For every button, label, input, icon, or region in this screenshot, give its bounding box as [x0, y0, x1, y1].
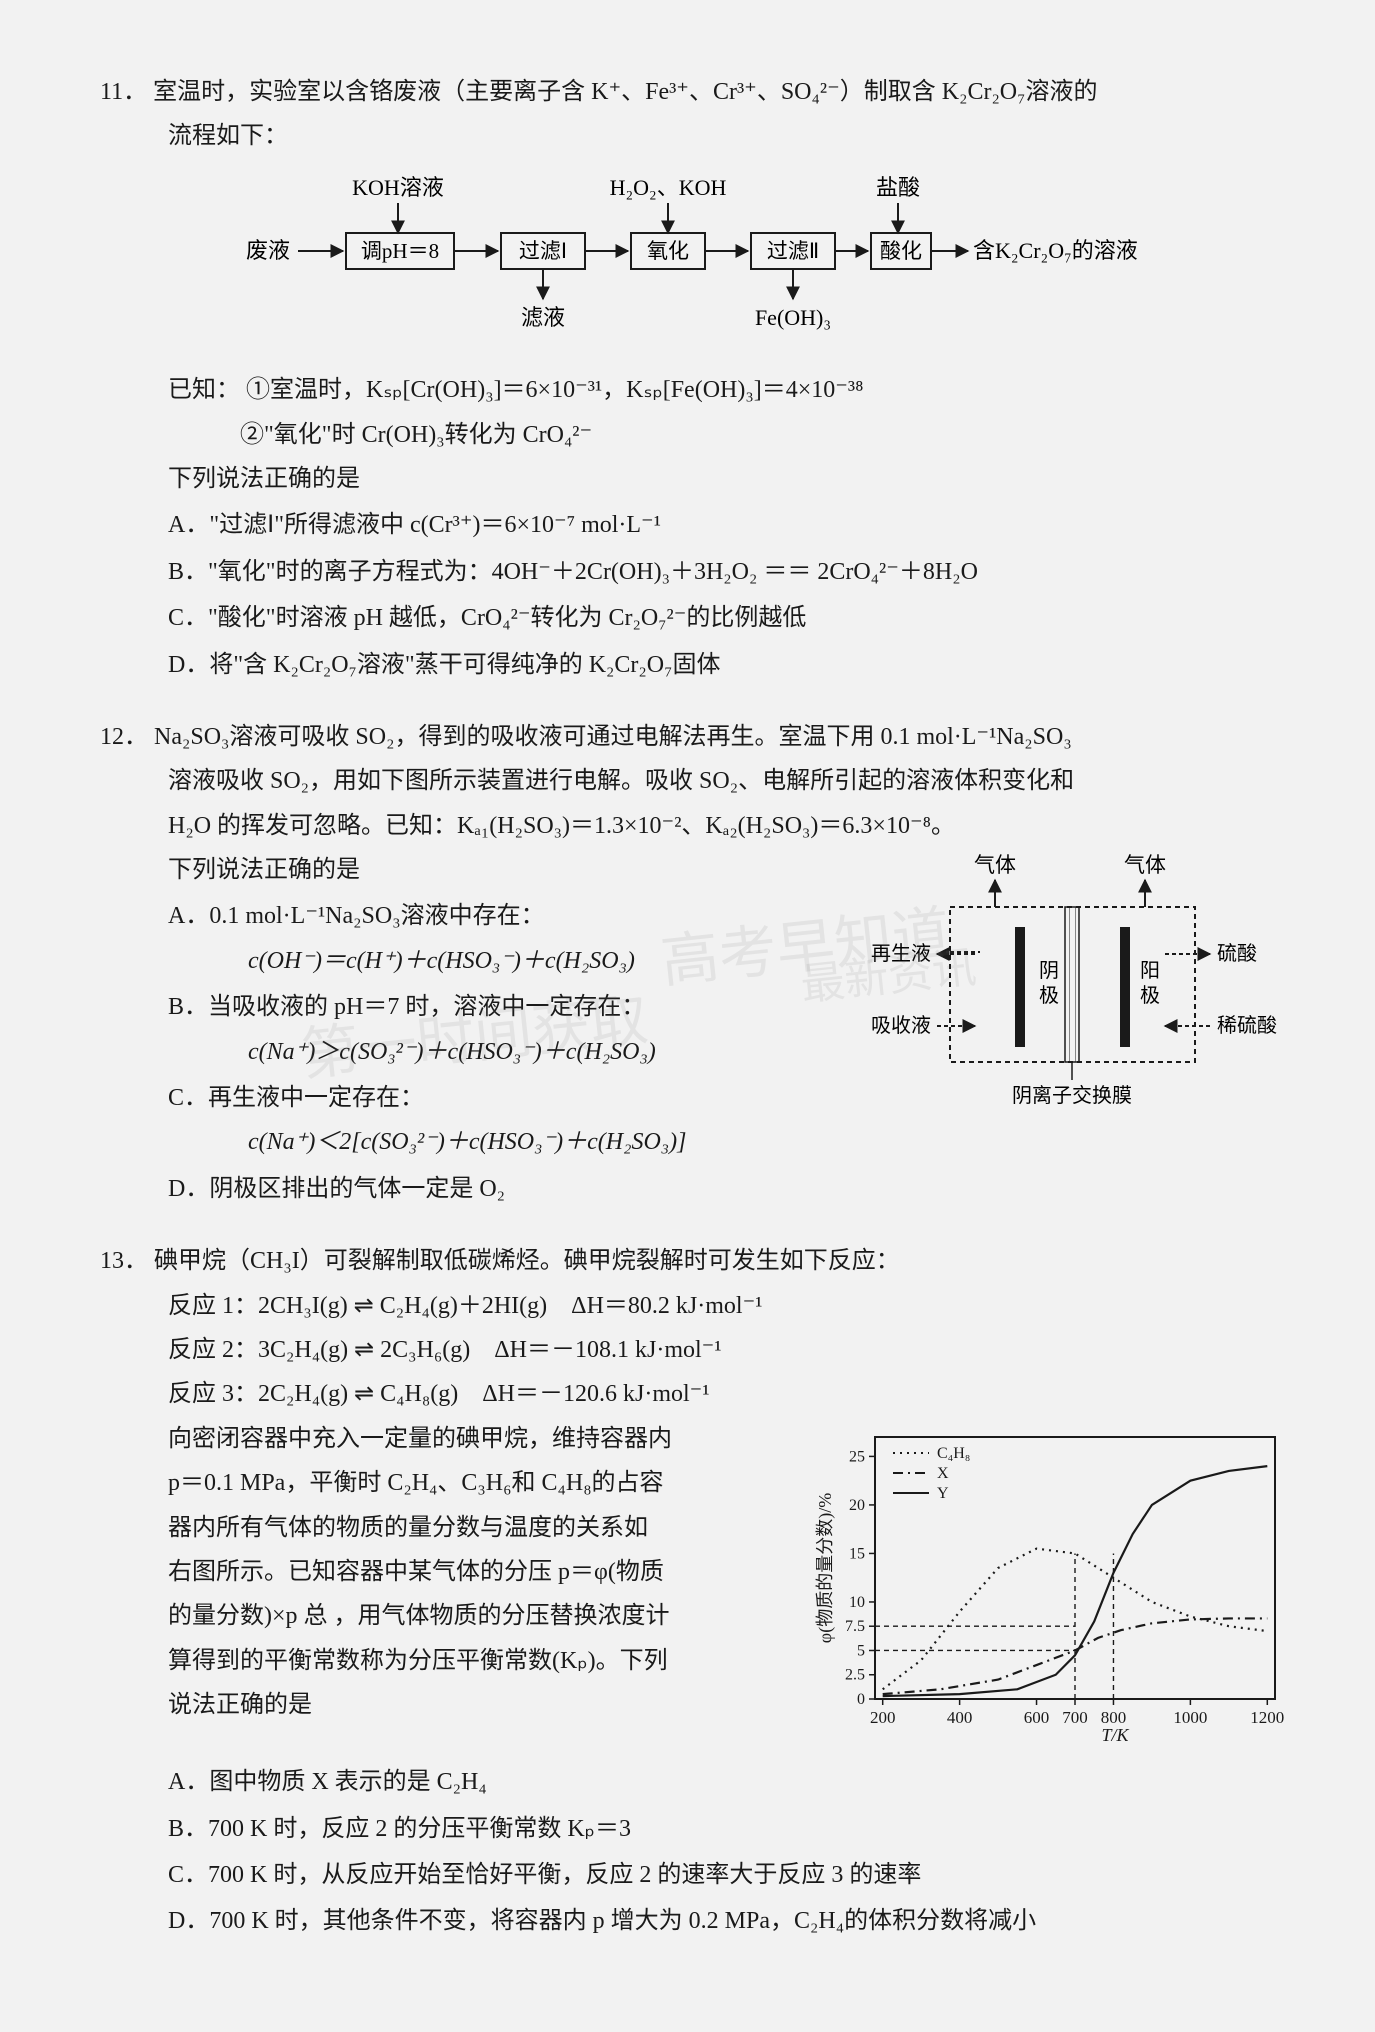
q13-body6: 算得到的平衡常数称为分压平衡常数(Kₚ)。下列 — [100, 1639, 805, 1683]
diagram-regen: 再生液 — [871, 942, 931, 965]
question-12: 12． Na₂SO₃溶液可吸收 SO₂，得到的吸收液可通过电解法再生。室温下用 … — [100, 715, 1295, 1211]
q13-stem-line1: 碘甲烷（CH₃I）可裂解制取低碳烯烃。碘甲烷裂解时可发生如下反应： — [154, 1248, 900, 1274]
q12-optB-line2: c(Na⁺)＞c(SO₃²⁻)＋c(HSO₃⁻)＋c(H₂SO₃) — [100, 1030, 857, 1074]
q12-optC-line1: C．再生液中一定存在： — [100, 1076, 857, 1120]
svg-text:1200: 1200 — [1250, 1708, 1284, 1727]
question-11: 11． 室温时，实验室以含铬废液（主要离子含 K⁺、Fe³⁺、Cr³⁺、SO₄²… — [100, 70, 1295, 687]
flow-start: 废液 — [245, 238, 289, 263]
flow-box1: 调pH＝8 — [360, 239, 438, 263]
q11-number: 11． — [100, 79, 147, 105]
flow-box2: 过滤Ⅰ — [518, 239, 566, 263]
q12-optA-line2: c(OH⁻)＝c(H⁺)＋c(HSO₃⁻)＋c(H₂SO₃) — [100, 939, 857, 983]
diagram-h2so4-in: 稀硫酸 — [1217, 1014, 1277, 1037]
q13-body7: 说法正确的是 — [100, 1683, 805, 1727]
q11-optD: D．将"含 K₂Cr₂O₇溶液"蒸干可得纯净的 K₂Cr₂O₇固体 — [100, 643, 1295, 687]
svg-text:700: 700 — [1062, 1708, 1088, 1727]
flow-top-hcl: 盐酸 — [875, 175, 919, 200]
svg-text:X: X — [937, 1465, 949, 1482]
svg-text:15: 15 — [849, 1545, 865, 1562]
q13-body3: 器内所有气体的物质的量分数与温度的关系如 — [100, 1506, 805, 1550]
q13-r1: 反应 1：2CH₃I(g) ⇌ C₂H₄(g)＋2HI(g) ΔH＝80.2 k… — [100, 1284, 1295, 1328]
q12-stem-line3: H₂O 的挥发可忽略。已知：Kₐ₁(H₂SO₃)＝1.3×10⁻²、Kₐ₂(H₂… — [100, 804, 1295, 848]
svg-text:10: 10 — [849, 1594, 865, 1611]
svg-text:φ(物质的量分数)/%: φ(物质的量分数)/% — [815, 1493, 836, 1643]
q11-given2: ②"氧化"时 Cr(OH)₃转化为 CrO₄²⁻ — [100, 413, 1295, 457]
q11-stem-line1: 室温时，实验室以含铬废液（主要离子含 K⁺、Fe³⁺、Cr³⁺、SO₄²⁻）制取… — [153, 79, 1097, 105]
svg-text:1000: 1000 — [1173, 1708, 1207, 1727]
svg-text:7.5: 7.5 — [845, 1618, 865, 1635]
q11-given1: ①室温时，Kₛₚ[Cr(OH)₃]＝6×10⁻³¹，Kₛₚ[Fe(OH)₃]＝4… — [246, 377, 863, 403]
q13-number: 13． — [100, 1248, 148, 1274]
flow-bottom2: Fe(OH)₃ — [754, 305, 830, 330]
flow-end: 含K₂Cr₂O₇的溶液 — [973, 238, 1138, 263]
svg-text:5: 5 — [857, 1642, 865, 1659]
diagram-gas-left: 气体 — [974, 853, 1016, 877]
flow-box5: 酸化 — [880, 239, 922, 263]
question-13: 13． 碘甲烷（CH₃I）可裂解制取低碳烯烃。碘甲烷裂解时可发生如下反应： 反应… — [100, 1239, 1295, 1944]
flow-top-h2o2: H₂O₂、KOH — [609, 175, 726, 200]
q12-stem-line2: 溶液吸收 SO₂，用如下图所示装置进行电解。吸收 SO₂、电解所引起的溶液体积变… — [100, 759, 1295, 803]
q12-prompt: 下列说法正确的是 — [100, 848, 857, 892]
q11-optC: C．"酸化"时溶液 pH 越低，CrO₄²⁻转化为 Cr₂O₇²⁻的比例越低 — [100, 596, 1295, 640]
svg-text:2.5: 2.5 — [845, 1667, 865, 1684]
diagram-membrane: 阴离子交换膜 — [1012, 1084, 1132, 1107]
diagram-gas-right: 气体 — [1124, 853, 1166, 877]
q12-optD: D．阴极区排出的气体一定是 O₂ — [100, 1167, 857, 1211]
q11-flowchart: KOH溶液 H₂O₂、KOH 盐酸 废液 调pH＝8 过滤Ⅰ 氧化 过滤Ⅱ 酸化 — [100, 173, 1295, 358]
svg-text:C₄H₈: C₄H₈ — [937, 1445, 970, 1462]
q11-optB: B．"氧化"时的离子方程式为：4OH⁻＋2Cr(OH)₃＋3H₂O₂ ＝＝ 2C… — [100, 550, 1295, 594]
q11-optA: A．"过滤Ⅰ"所得滤液中 c(Cr³⁺)＝6×10⁻⁷ mol·L⁻¹ — [100, 503, 1295, 547]
q12-diagram: 气体 气体 阴 极 阳 极 再生液 吸收液 — [865, 852, 1295, 1127]
svg-text:600: 600 — [1024, 1708, 1050, 1727]
svg-text:25: 25 — [849, 1448, 865, 1465]
q12-optC-line2: c(Na⁺)＜2[c(SO₃²⁻)＋c(HSO₃⁻)＋c(H₂SO₃)] — [100, 1120, 857, 1164]
svg-text:400: 400 — [947, 1708, 973, 1727]
q13-body5: 的量分数)×p 总 ，用气体物质的分压替换浓度计 — [100, 1594, 805, 1638]
diagram-cathode-label: 阴 — [1039, 959, 1059, 982]
svg-text:极: 极 — [1140, 984, 1160, 1007]
q13-body4: 右图所示。已知容器中某气体的分压 p＝φ(物质 — [100, 1550, 805, 1594]
q12-optB-line1: B．当吸收液的 pH＝7 时，溶液中一定存在： — [100, 985, 857, 1029]
q12-number: 12． — [100, 724, 148, 750]
svg-text:200: 200 — [870, 1708, 896, 1727]
flow-top-koh: KOH溶液 — [352, 175, 444, 200]
q11-prompt: 下列说法正确的是 — [100, 457, 1295, 501]
q13-body2: p＝0.1 MPa，平衡时 C₂H₄、C₃H₆和 C₄H₈的占容 — [100, 1461, 805, 1505]
q13-optB: B．700 K 时，反应 2 的分压平衡常数 Kₚ＝3 — [100, 1807, 1295, 1851]
q13-optD: D．700 K 时，其他条件不变，将容器内 p 增大为 0.2 MPa，C₂H₄… — [100, 1899, 1295, 1943]
q13-chart: 2004006007008001000120002.557.510152025T… — [815, 1423, 1295, 1758]
q13-optA: A．图中物质 X 表示的是 C₂H₄ — [100, 1760, 1295, 1804]
svg-text:极: 极 — [1039, 984, 1059, 1007]
flow-box3: 氧化 — [647, 239, 689, 263]
diagram-absorb: 吸收液 — [871, 1014, 931, 1037]
q13-body1: 向密闭容器中充入一定量的碘甲烷，维持容器内 — [100, 1417, 805, 1461]
diagram-anode-label: 阳 — [1140, 959, 1160, 982]
svg-text:Y: Y — [937, 1485, 949, 1502]
flow-bottom1: 滤液 — [520, 305, 564, 330]
q11-stem-line2: 流程如下： — [100, 114, 1295, 158]
q13-optC: C．700 K 时，从反应开始至恰好平衡，反应 2 的速率大于反应 3 的速率 — [100, 1853, 1295, 1897]
q12-optA-line1: A．0.1 mol·L⁻¹Na₂SO₃溶液中存在： — [100, 894, 857, 938]
svg-text:20: 20 — [849, 1497, 865, 1514]
svg-text:T/K: T/K — [1101, 1725, 1129, 1743]
q13-r3: 反应 3：2C₂H₄(g) ⇌ C₄H₈(g) ΔH＝－120.6 kJ·mol… — [100, 1372, 1295, 1416]
q13-r2: 反应 2：3C₂H₄(g) ⇌ 2C₃H₆(g) ΔH＝－108.1 kJ·mo… — [100, 1328, 1295, 1372]
q12-stem-line1: Na₂SO₃溶液可吸收 SO₂，得到的吸收液可通过电解法再生。室温下用 0.1 … — [154, 724, 1072, 750]
q11-given-label: 已知： — [168, 377, 240, 403]
diagram-h2so4-out: 硫酸 — [1217, 942, 1257, 965]
svg-text:0: 0 — [857, 1691, 865, 1708]
flow-box4: 过滤Ⅱ — [766, 239, 818, 263]
